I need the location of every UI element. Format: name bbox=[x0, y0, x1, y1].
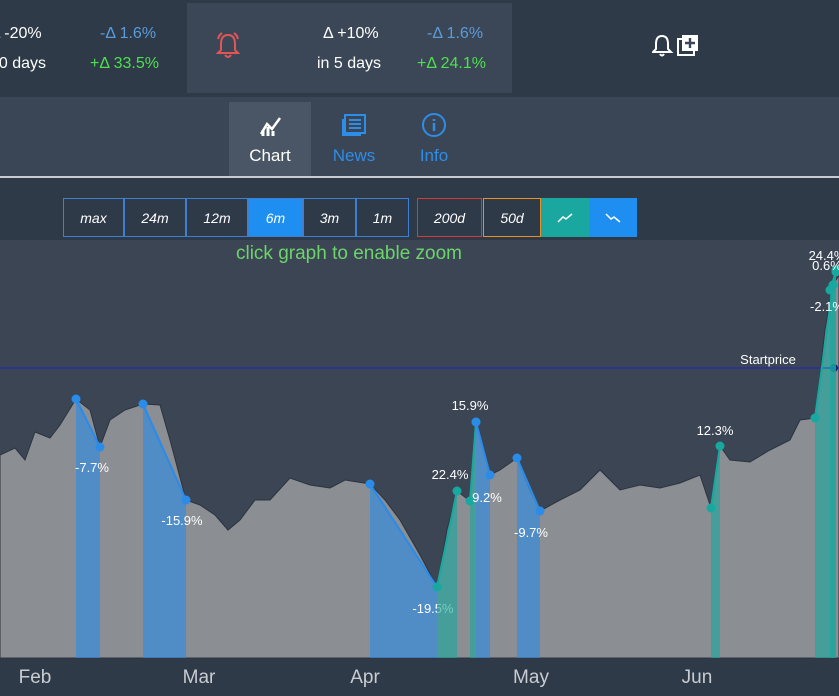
annotation-label: -7.7% bbox=[75, 460, 109, 475]
delta-low: -Δ 1.6% bbox=[100, 25, 157, 42]
tab[interactable]: News bbox=[313, 102, 395, 176]
highlight-area bbox=[370, 484, 437, 658]
annotation-label: 12.3% bbox=[697, 423, 734, 438]
highlight-point bbox=[138, 399, 148, 409]
alert-bar: Δ -20% 10 days -Δ 1.6% +Δ 33.5% Δ +10% in 5 … bbox=[0, 0, 839, 95]
period: in 5 days bbox=[317, 55, 382, 72]
highlight-line bbox=[436, 490, 458, 588]
annotation-label: 0.6% bbox=[812, 258, 839, 273]
zoom-hint: click graph to enable zoom bbox=[236, 243, 462, 264]
x-axis-label: Feb bbox=[19, 667, 52, 688]
startprice-label: Startprice bbox=[740, 352, 796, 367]
highlight-line bbox=[469, 421, 477, 502]
trend-up-toggle[interactable] bbox=[541, 198, 589, 237]
x-axis-label: Mar bbox=[183, 667, 216, 688]
add-alert-icon[interactable] bbox=[652, 33, 702, 59]
alert-cell[interactable]: Δ -20% 10 days -Δ 1.6% +Δ 33.5% bbox=[0, 3, 184, 93]
range-button[interactable]: 24m bbox=[124, 198, 186, 237]
highlight-point bbox=[512, 453, 522, 463]
x-axis-label: Apr bbox=[350, 667, 380, 688]
price-area bbox=[0, 274, 839, 659]
highlight-point bbox=[706, 503, 716, 513]
trigger: Δ +10% bbox=[323, 25, 379, 42]
highlight-area bbox=[143, 404, 186, 658]
annotation-label: 22.4% bbox=[432, 467, 469, 482]
tab-icon bbox=[422, 113, 446, 137]
highlight-point bbox=[715, 441, 725, 451]
x-axis-label: May bbox=[513, 667, 549, 688]
annotation-label: -15.9% bbox=[161, 513, 203, 528]
tab-label: News bbox=[332, 146, 376, 165]
range-button[interactable]: 3m bbox=[303, 198, 356, 237]
annotation-label: 15.9% bbox=[452, 398, 489, 413]
highlight-line bbox=[142, 403, 187, 501]
alert-bell-icon bbox=[215, 32, 241, 58]
highlight-area bbox=[76, 399, 100, 658]
period: 10 days bbox=[0, 55, 47, 72]
highlight-point bbox=[831, 267, 839, 277]
trend-down-toggle[interactable] bbox=[589, 198, 637, 237]
alert-cell[interactable]: Δ +10% in 5 days -Δ 1.6% +Δ 24.1% bbox=[187, 3, 512, 93]
delta-high: +Δ 33.5% bbox=[90, 55, 159, 72]
highlight-point bbox=[535, 506, 545, 516]
range-button[interactable]: 6m bbox=[248, 198, 303, 237]
highlight-line bbox=[814, 284, 834, 419]
tab[interactable]: Chart bbox=[229, 102, 311, 176]
trend-down-icon bbox=[605, 212, 621, 223]
tab-icon bbox=[259, 117, 282, 136]
highlight-point bbox=[810, 413, 820, 423]
highlight-point bbox=[181, 495, 191, 505]
chart[interactable]: Startprice click graph to enable zoom -7… bbox=[0, 240, 839, 696]
range-button[interactable]: 1m bbox=[356, 198, 409, 237]
annotation-label: -2.1% bbox=[810, 299, 839, 314]
trend-up-icon bbox=[557, 212, 573, 223]
highlight-line bbox=[475, 421, 491, 476]
tab-icon bbox=[342, 114, 366, 136]
highlight-point bbox=[828, 280, 838, 290]
axis-bg bbox=[0, 658, 839, 696]
range-bar: max 24m 12m 6m 3m 1m 200d 50d bbox=[0, 178, 839, 240]
trigger: Δ -20% bbox=[0, 25, 42, 42]
highlight-point bbox=[365, 479, 375, 489]
highlight-area bbox=[470, 422, 476, 658]
highlight-area bbox=[517, 458, 540, 658]
x-axis-label: Jun bbox=[682, 667, 713, 688]
highlight-area bbox=[437, 491, 457, 658]
highlight-point bbox=[452, 486, 462, 496]
delta-high: +Δ 24.1% bbox=[417, 55, 486, 72]
highlight-point bbox=[485, 470, 495, 480]
annotation-label: -9.7% bbox=[514, 525, 548, 540]
range-button[interactable]: 200d bbox=[417, 198, 482, 237]
highlight-point bbox=[465, 496, 475, 506]
range-button[interactable]: max bbox=[63, 198, 124, 237]
highlight-point bbox=[432, 582, 442, 592]
annotation-label: 9.2% bbox=[472, 490, 502, 505]
tab[interactable]: Info bbox=[393, 102, 475, 176]
highlight-point bbox=[71, 394, 81, 404]
highlight-area bbox=[476, 422, 490, 658]
annotation-label: 24.4% bbox=[809, 248, 839, 263]
range-button[interactable]: 50d bbox=[483, 198, 541, 237]
highlight-point bbox=[471, 417, 481, 427]
tab-label: Info bbox=[419, 146, 449, 165]
highlight-line bbox=[369, 483, 438, 588]
tab-label: Chart bbox=[249, 146, 291, 165]
highlight-area bbox=[815, 285, 833, 658]
delta-low: -Δ 1.6% bbox=[427, 25, 484, 42]
highlight-line bbox=[516, 457, 541, 512]
range-button[interactable]: 12m bbox=[186, 198, 248, 237]
highlight-line bbox=[710, 445, 721, 509]
tab-bar: Chart News Info bbox=[0, 97, 839, 178]
highlight-point bbox=[95, 442, 105, 452]
highlight-line bbox=[75, 398, 101, 448]
